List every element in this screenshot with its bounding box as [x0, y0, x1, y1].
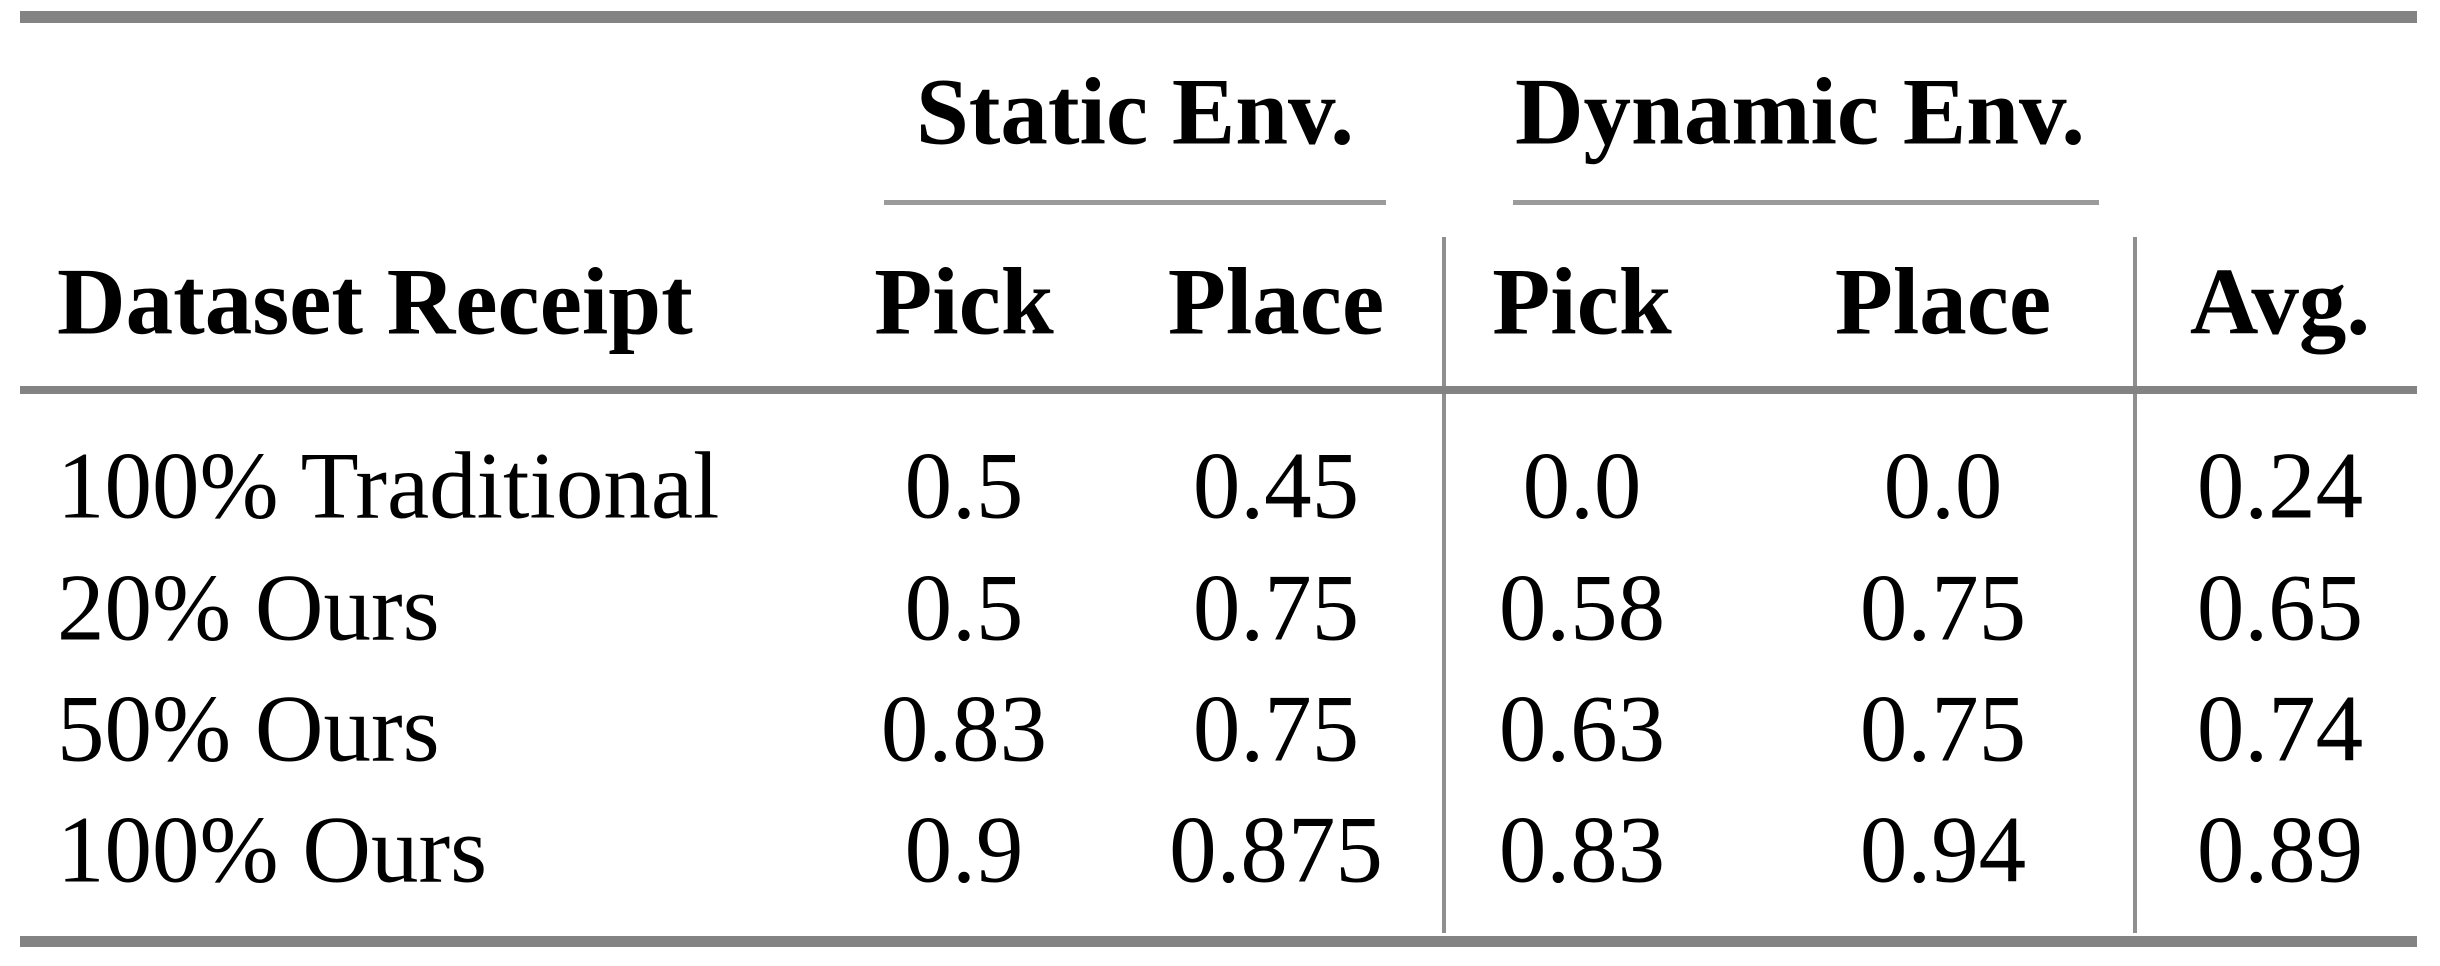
cell-avg: 0.89 [2196, 796, 2364, 903]
cell-dynamic-place: 0.0 [1883, 432, 2003, 539]
cell-avg: 0.65 [2196, 554, 2364, 661]
col-header-static-place: Place [1167, 248, 1385, 355]
row-label: 100% Ours [57, 796, 488, 903]
col-header-dynamic-pick: Pick [1492, 248, 1672, 355]
dynamic-env-underline [1513, 200, 2099, 205]
cell-static-place: 0.875 [1169, 796, 1383, 903]
cell-static-pick: 0.9 [904, 796, 1024, 903]
cell-static-pick: 0.5 [904, 432, 1024, 539]
cell-dynamic-pick: 0.83 [1498, 796, 1666, 903]
cell-dynamic-pick: 0.0 [1522, 432, 1642, 539]
col-header-dynamic-place: Place [1834, 248, 2052, 355]
col-header-dataset-receipt: Dataset Receipt [57, 248, 693, 355]
row-label: 100% Traditional [57, 432, 720, 539]
column-separator-avg [2133, 237, 2137, 933]
cell-dynamic-place: 0.75 [1859, 675, 2027, 782]
header-rule [20, 386, 2417, 394]
static-env-underline [884, 200, 1386, 205]
cell-static-pick: 0.83 [880, 675, 1048, 782]
row-label: 50% Ours [57, 675, 440, 782]
cell-dynamic-place: 0.75 [1859, 554, 2027, 661]
cell-avg: 0.24 [2196, 432, 2364, 539]
cell-dynamic-pick: 0.63 [1498, 675, 1666, 782]
row-label: 20% Ours [57, 554, 440, 661]
cell-static-place: 0.75 [1192, 554, 1360, 661]
cell-static-place: 0.75 [1192, 675, 1360, 782]
cell-dynamic-pick: 0.58 [1498, 554, 1666, 661]
col-header-avg: Avg. [2189, 248, 2371, 355]
top-rule [20, 11, 2417, 23]
bottom-rule [20, 936, 2417, 947]
cell-dynamic-place: 0.94 [1859, 796, 2027, 903]
cell-avg: 0.74 [2196, 675, 2364, 782]
cell-static-place: 0.45 [1192, 432, 1360, 539]
group-header-static: Static Env. [915, 58, 1355, 165]
col-header-static-pick: Pick [874, 248, 1054, 355]
column-separator-static-dynamic [1442, 237, 1446, 933]
group-header-dynamic: Dynamic Env. [1514, 58, 2086, 165]
cell-static-pick: 0.5 [904, 554, 1024, 661]
